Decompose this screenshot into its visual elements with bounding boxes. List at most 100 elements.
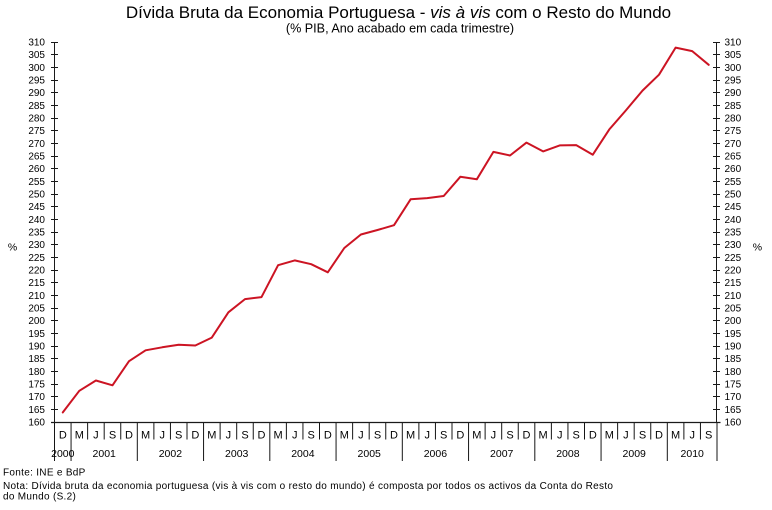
svg-text:2000: 2000 [51, 448, 75, 460]
svg-text:290: 290 [725, 88, 742, 99]
svg-text:305: 305 [28, 50, 45, 61]
svg-text:270: 270 [725, 139, 742, 150]
svg-text:J: J [623, 429, 629, 441]
svg-text:165: 165 [725, 405, 742, 416]
svg-text:180: 180 [28, 367, 45, 378]
svg-text:210: 210 [28, 291, 45, 302]
svg-text:285: 285 [28, 101, 45, 112]
svg-text:195: 195 [28, 329, 45, 340]
svg-text:245: 245 [725, 202, 742, 213]
svg-text:190: 190 [28, 342, 45, 353]
svg-text:310: 310 [725, 38, 742, 49]
svg-text:280: 280 [28, 114, 45, 125]
svg-text:J: J [424, 429, 430, 441]
svg-text:210: 210 [725, 291, 742, 302]
svg-text:S: S [639, 429, 646, 441]
svg-text:D: D [589, 429, 597, 441]
svg-text:2001: 2001 [93, 448, 117, 460]
svg-text:295: 295 [28, 76, 45, 87]
svg-text:275: 275 [725, 126, 742, 137]
svg-text:175: 175 [28, 380, 45, 391]
svg-text:S: S [109, 429, 116, 441]
svg-text:2005: 2005 [358, 448, 382, 460]
svg-text:M: M [207, 429, 216, 441]
svg-text:D: D [125, 429, 133, 441]
svg-text:%: % [753, 242, 762, 254]
svg-text:240: 240 [28, 215, 45, 226]
svg-text:J: J [689, 429, 695, 441]
svg-text:S: S [241, 429, 248, 441]
svg-text:180: 180 [725, 367, 742, 378]
svg-text:2010: 2010 [681, 448, 705, 460]
svg-text:265: 265 [28, 152, 45, 163]
svg-text:2002: 2002 [159, 448, 183, 460]
svg-text:D: D [456, 429, 464, 441]
svg-text:2009: 2009 [623, 448, 647, 460]
svg-text:285: 285 [725, 101, 742, 112]
svg-text:S: S [175, 429, 182, 441]
svg-text:270: 270 [28, 139, 45, 150]
svg-text:2006: 2006 [424, 448, 448, 460]
svg-text:2008: 2008 [556, 448, 580, 460]
svg-text:215: 215 [28, 278, 45, 289]
svg-text:170: 170 [28, 392, 45, 403]
svg-text:220: 220 [725, 266, 742, 277]
svg-text:M: M [141, 429, 150, 441]
svg-text:J: J [358, 429, 364, 441]
svg-text:Nota: Dívida bruta da economia: Nota: Dívida bruta da economia portugues… [3, 481, 613, 492]
svg-text:M: M [75, 429, 84, 441]
svg-text:225: 225 [725, 253, 742, 264]
svg-text:165: 165 [28, 405, 45, 416]
svg-text:260: 260 [725, 164, 742, 175]
svg-text:D: D [191, 429, 199, 441]
svg-text:2004: 2004 [291, 448, 315, 460]
svg-text:M: M [539, 429, 548, 441]
svg-text:230: 230 [725, 240, 742, 251]
svg-text:310: 310 [28, 38, 45, 49]
svg-text:190: 190 [725, 342, 742, 353]
svg-text:290: 290 [28, 88, 45, 99]
svg-text:300: 300 [725, 63, 742, 74]
svg-text:D: D [59, 429, 67, 441]
svg-text:J: J [93, 429, 99, 441]
svg-text:255: 255 [28, 177, 45, 188]
svg-text:235: 235 [725, 228, 742, 239]
svg-text:M: M [274, 429, 283, 441]
svg-text:205: 205 [725, 304, 742, 315]
svg-text:255: 255 [725, 177, 742, 188]
svg-text:%: % [8, 242, 17, 254]
svg-text:2003: 2003 [225, 448, 249, 460]
svg-text:195: 195 [725, 329, 742, 340]
svg-text:S: S [705, 429, 712, 441]
svg-text:275: 275 [28, 126, 45, 137]
svg-text:260: 260 [28, 164, 45, 175]
svg-text:J: J [159, 429, 165, 441]
svg-text:200: 200 [28, 316, 45, 327]
svg-text:250: 250 [28, 190, 45, 201]
svg-text:M: M [406, 429, 415, 441]
svg-text:S: S [440, 429, 447, 441]
svg-text:M: M [671, 429, 680, 441]
svg-text:S: S [506, 429, 513, 441]
svg-text:D: D [655, 429, 663, 441]
svg-text:220: 220 [28, 266, 45, 277]
svg-text:J: J [557, 429, 563, 441]
svg-text:265: 265 [725, 152, 742, 163]
svg-text:295: 295 [725, 76, 742, 87]
svg-text:185: 185 [725, 354, 742, 365]
svg-text:160: 160 [28, 418, 45, 429]
svg-text:240: 240 [725, 215, 742, 226]
svg-text:S: S [374, 429, 381, 441]
svg-text:Fonte: INE e BdP: Fonte: INE e BdP [3, 468, 86, 479]
svg-text:D: D [390, 429, 398, 441]
svg-text:M: M [340, 429, 349, 441]
svg-text:250: 250 [725, 190, 742, 201]
svg-text:D: D [324, 429, 332, 441]
svg-text:200: 200 [725, 316, 742, 327]
svg-text:J: J [226, 429, 232, 441]
svg-text:(% PIB, Ano acabado em cada tr: (% PIB, Ano acabado em cada trimestre) [286, 22, 514, 36]
svg-text:225: 225 [28, 253, 45, 264]
svg-text:M: M [605, 429, 614, 441]
svg-text:J: J [292, 429, 298, 441]
svg-text:S: S [573, 429, 580, 441]
